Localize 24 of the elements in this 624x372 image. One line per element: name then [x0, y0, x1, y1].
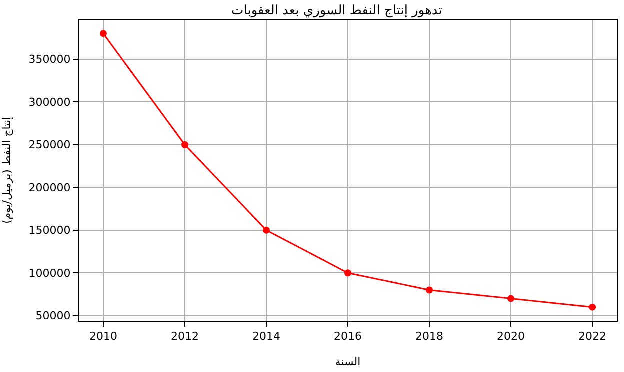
y-tick-label: 200000 [28, 181, 71, 194]
x-tick-label: 2022 [578, 330, 607, 344]
chart-title: تدهور إنتاج النفط السوري بعد العقوبات [232, 4, 443, 19]
x-axis-title: السنة [335, 355, 361, 368]
y-tick-label: 350000 [28, 53, 71, 66]
x-tick-label: 2016 [334, 330, 362, 344]
y-tick-label: 250000 [28, 138, 71, 152]
y-tick-label: 150000 [28, 224, 71, 238]
x-tick-label: 2014 [252, 330, 280, 344]
point [508, 295, 515, 302]
x-tick-label: 2010 [89, 330, 118, 344]
point [344, 270, 352, 277]
x-tick-label: 2020 [497, 330, 526, 344]
y-tick-label: 50000 [36, 310, 71, 323]
y-tick-label: 300000 [28, 96, 71, 109]
point [181, 141, 188, 148]
x-tick-label: 2018 [416, 330, 444, 344]
y-axis-title: إنتاج النفط (برميل/يوم) [0, 116, 14, 224]
point [262, 226, 270, 234]
point [100, 30, 107, 38]
point [589, 304, 596, 311]
y-tick-label: 100000 [28, 266, 71, 280]
x-tick-label: 2012 [170, 330, 199, 344]
point [426, 286, 434, 294]
